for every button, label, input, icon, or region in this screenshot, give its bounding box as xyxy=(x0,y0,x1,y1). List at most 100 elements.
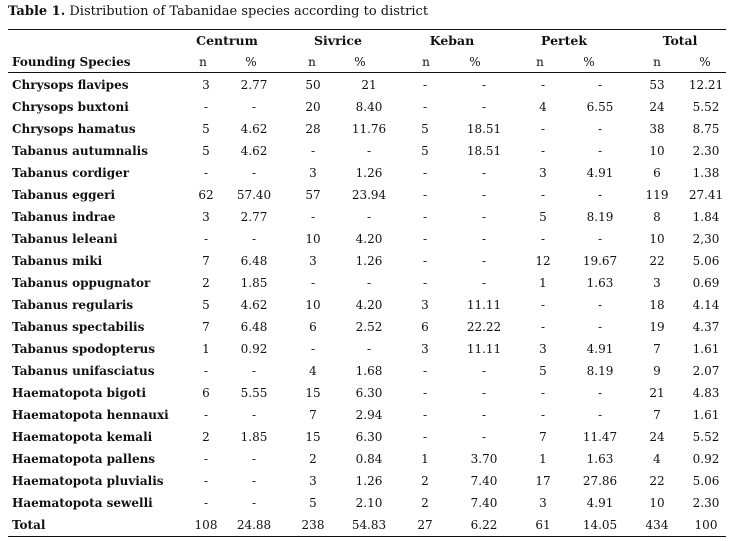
total-n-cell: 3 xyxy=(653,276,661,290)
table-row: Haematopota bigoti 6 5.55 15 6.30 - - - - 21 4.83 xyxy=(8,382,726,404)
total-pct-cell: 2.07 xyxy=(692,364,720,378)
total-pct-cell: 5.52 xyxy=(692,430,720,444)
centrum-n-cell: 3 xyxy=(202,78,210,92)
table-caption-label: Table 1. xyxy=(8,4,66,19)
table-row: Tabanus regularis 5 4.62 10 4.20 3 11.11 - - 18 4.… xyxy=(8,294,726,316)
centrum-pct-cell: 0.92 xyxy=(240,342,268,356)
keban-pct-cell: - xyxy=(481,210,487,224)
sivrice-pct-cell: 4.20 xyxy=(355,232,383,246)
species-name-cell: Tabanus unifasciatus xyxy=(12,364,155,378)
table-row: Tabanus spodopterus 1 0.92 - - 3 11.11 3 4.91 7 1.… xyxy=(8,338,726,360)
sivrice-n-cell: 3 xyxy=(309,254,317,268)
keban-n-cell: 1 xyxy=(421,452,429,466)
keban-pct-cell: - xyxy=(481,430,487,444)
total-n-cell: 18 xyxy=(649,298,665,312)
keban-n-cell: 5 xyxy=(421,144,429,158)
total-n-cell: 9 xyxy=(653,364,661,378)
pertek-n-cell: 12 xyxy=(535,254,551,268)
pertek-pct-cell: 4.91 xyxy=(586,166,614,180)
keban-n-cell: 2 xyxy=(421,474,429,488)
pertek-pct-cell: 1.63 xyxy=(586,276,614,290)
centrum-pct-cell: 1.85 xyxy=(240,276,268,290)
header-rule xyxy=(8,72,726,73)
sivrice-pct-cell: 0.84 xyxy=(355,452,383,466)
total-pct-cell: 2.30 xyxy=(692,496,720,510)
sivrice-n-cell: 15 xyxy=(305,430,321,444)
table-row: Chrysops buxtoni - - 20 8.40 - - 4 6.55 24 5.52 xyxy=(8,96,726,118)
sivrice-n-cell: 7 xyxy=(309,408,317,422)
pertek-n-cell: - xyxy=(540,298,546,312)
centrum-pct-cell: 57.40 xyxy=(236,188,272,202)
keban-pct-cell: 7.40 xyxy=(470,496,498,510)
total-n-cell: 53 xyxy=(649,78,665,92)
total-n-cell: 119 xyxy=(645,188,669,202)
keban-n-cell: 6 xyxy=(421,320,429,334)
keban-n-cell: - xyxy=(422,254,428,268)
sivrice-n-cell: 15 xyxy=(305,386,321,400)
pertek-n-cell: 1 xyxy=(539,452,547,466)
total-n-cell: 21 xyxy=(649,386,665,400)
total-n-cell: 434 xyxy=(645,518,669,532)
total-pct-cell: 2,30 xyxy=(692,232,720,246)
pertek-pct-cell: - xyxy=(597,144,603,158)
sivrice-pct-cell: - xyxy=(366,144,372,158)
species-table-body: Chrysops flavipes 3 2.77 50 21- - - -53 12.21 Chr… xyxy=(8,74,726,536)
keban-n-cell: - xyxy=(422,210,428,224)
centrum-n-cell: 1 xyxy=(202,342,210,356)
total-pct-cell: 4.37 xyxy=(692,320,720,334)
subheader-pct-keban: % xyxy=(469,55,481,69)
keban-n-cell: 3 xyxy=(421,342,429,356)
centrum-n-cell: 62 xyxy=(198,188,214,202)
species-name-cell: Chrysops buxtoni xyxy=(12,100,129,114)
keban-pct-cell: - xyxy=(481,254,487,268)
total-row: Total 108 24.88 238 54.83 27 6.22 61 14.05 434 100 xyxy=(8,514,726,536)
total-n-cell: 22 xyxy=(649,474,665,488)
species-name-cell: Total xyxy=(12,518,46,532)
centrum-pct-cell: - xyxy=(251,408,257,422)
subheader-n-pertek: n xyxy=(536,55,544,69)
total-n-cell: 24 xyxy=(649,100,665,114)
total-pct-cell: 4.83 xyxy=(692,386,720,400)
keban-n-cell: - xyxy=(422,78,428,92)
total-pct-cell: 0.92 xyxy=(692,452,720,466)
pertek-n-cell: 5 xyxy=(539,364,547,378)
sivrice-pct-cell: - xyxy=(366,342,372,356)
pertek-pct-cell: 27.86 xyxy=(582,474,618,488)
centrum-pct-cell: 6.48 xyxy=(240,254,268,268)
sivrice-n-cell: - xyxy=(310,210,316,224)
total-n-cell: 38 xyxy=(649,122,665,136)
sivrice-n-cell: 2 xyxy=(309,452,317,466)
group-header-total: Total xyxy=(662,33,698,48)
sivrice-pct-cell: 4.20 xyxy=(355,298,383,312)
total-pct-cell: 2.30 xyxy=(692,144,720,158)
pertek-n-cell: - xyxy=(540,232,546,246)
pertek-pct-cell: - xyxy=(597,408,603,422)
keban-pct-cell: - xyxy=(481,386,487,400)
centrum-n-cell: 5 xyxy=(202,144,210,158)
keban-pct-cell: - xyxy=(481,188,487,202)
sivrice-pct-cell: 54.83 xyxy=(351,518,387,532)
pertek-n-cell: - xyxy=(540,188,546,202)
centrum-pct-cell: 1.85 xyxy=(240,430,268,444)
subheader-n-keban: n xyxy=(422,55,430,69)
centrum-pct-cell: 24.88 xyxy=(236,518,272,532)
total-pct-cell: 27.41 xyxy=(688,188,724,202)
sivrice-pct-cell: 8.40 xyxy=(355,100,383,114)
subheader-pct-centrum: % xyxy=(245,55,257,69)
species-name-cell: Tabanus miki xyxy=(12,254,103,268)
centrum-n-cell: 3 xyxy=(202,210,210,224)
pertek-n-cell: - xyxy=(540,122,546,136)
species-name-cell: Tabanus regularis xyxy=(12,298,134,312)
centrum-n-cell: 2 xyxy=(202,276,210,290)
subheader-pct-total: % xyxy=(699,55,711,69)
pertek-n-cell: 3 xyxy=(539,166,547,180)
total-pct-cell: 5.06 xyxy=(692,254,720,268)
sivrice-n-cell: 50 xyxy=(305,78,321,92)
table-row: Tabanus oppugnator 2 1.85 - - - - 1 1.63 3 0.69 xyxy=(8,272,726,294)
centrum-n-cell: 5 xyxy=(202,122,210,136)
sivrice-pct-cell: 6.30 xyxy=(355,386,383,400)
centrum-n-cell: - xyxy=(203,408,209,422)
pertek-pct-cell: - xyxy=(597,320,603,334)
sivrice-n-cell: 57 xyxy=(305,188,321,202)
species-name-cell: Chrysops flavipes xyxy=(12,78,129,92)
